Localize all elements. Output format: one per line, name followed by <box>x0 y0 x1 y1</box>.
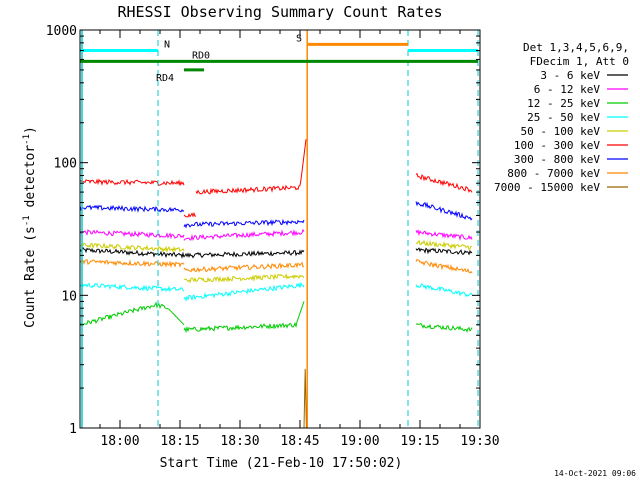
y-tick-label-2: 100 <box>54 157 77 172</box>
legend-label-0: 3 - 6 keV <box>540 69 600 82</box>
legend-header-0: Det 1,3,4,5,6,9, <box>523 41 629 54</box>
legend-label-7: 800 - 7000 keV <box>507 167 600 180</box>
legend-label-1: 6 - 12 keV <box>534 83 601 96</box>
legend-label-8: 7000 - 15000 keV <box>494 181 600 194</box>
series-line-4-0 <box>79 242 185 254</box>
series-line-6-2 <box>415 201 473 221</box>
flag-label-n: N <box>164 40 170 51</box>
legend-header-1: FDecim 1, Att 0 <box>530 55 629 68</box>
legend-label-3: 25 - 50 keV <box>527 111 600 124</box>
x-axis-label: Start Time (21-Feb-10 17:50:02) <box>160 456 403 471</box>
series-line-2-2 <box>415 322 473 333</box>
legend-label-4: 50 - 100 keV <box>521 125 601 138</box>
series-line-2-1 <box>183 301 305 334</box>
series-line-1-2 <box>415 229 473 242</box>
series-line-6-0 <box>79 204 185 213</box>
series-line-8-0 <box>303 368 307 429</box>
y-tick-label-3: 1000 <box>46 24 77 39</box>
series-line-7-0 <box>79 258 185 269</box>
series-line-0-2 <box>415 247 473 256</box>
generation-timestamp: 14-Oct-2021 09:06 <box>554 469 636 478</box>
series-line-0-0 <box>79 246 185 259</box>
x-tick-label-2: 18:30 <box>220 434 259 449</box>
x-tick-label-1: 18:15 <box>160 434 199 449</box>
series-line-2-0 <box>79 301 185 327</box>
x-tick-label-5: 19:15 <box>400 434 439 449</box>
series-line-5-3 <box>415 172 473 194</box>
series-line-4-2 <box>415 239 473 251</box>
legend-label-6: 300 - 800 keV <box>514 153 600 166</box>
plot-area: N S RD0 RD4 <box>79 30 479 429</box>
y-axis-label: Count Rate (s-1 detector-1) <box>22 126 38 328</box>
legend-label-5: 100 - 300 keV <box>514 139 600 152</box>
x-tick-label-0: 18:00 <box>100 434 139 449</box>
series-line-0-1 <box>183 249 305 259</box>
flag-label-s: S <box>296 33 302 44</box>
x-tick-label-3: 18:45 <box>280 434 319 449</box>
y-tick-label-1: 10 <box>61 289 77 304</box>
series-line-1-0 <box>79 229 185 240</box>
series-line-4-1 <box>183 272 305 284</box>
series-line-7-2 <box>415 258 473 274</box>
legend-label-2: 12 - 25 keV <box>527 97 600 110</box>
y-tick-label-0: 1 <box>69 422 77 437</box>
series-line-5-2 <box>195 139 307 195</box>
series-line-3-0 <box>79 282 185 293</box>
chart-title: RHESSI Observing Summary Count Rates <box>117 3 442 21</box>
x-tick-label-4: 19:00 <box>340 434 379 449</box>
series-line-7-1 <box>183 261 305 273</box>
series-line-6-1 <box>183 218 305 229</box>
series-line-3-1 <box>183 281 305 302</box>
series-line-3-2 <box>415 283 473 298</box>
plot-frame <box>79 29 481 429</box>
flag-label-rd0: RD0 <box>192 50 210 61</box>
series-line-1-1 <box>183 228 305 242</box>
series-line-5-1 <box>183 211 197 218</box>
series-line-5-0 <box>79 178 185 186</box>
x-tick-label-6: 19:30 <box>460 434 499 449</box>
legend: Det 1,3,4,5,6,9,FDecim 1, Att 03 - 6 keV… <box>494 41 629 194</box>
axes: 18:00 18:15 18:30 18:45 19:00 19:15 19:30 1 10 10… <box>46 24 500 449</box>
flag-label-rd4: RD4 <box>156 73 174 84</box>
